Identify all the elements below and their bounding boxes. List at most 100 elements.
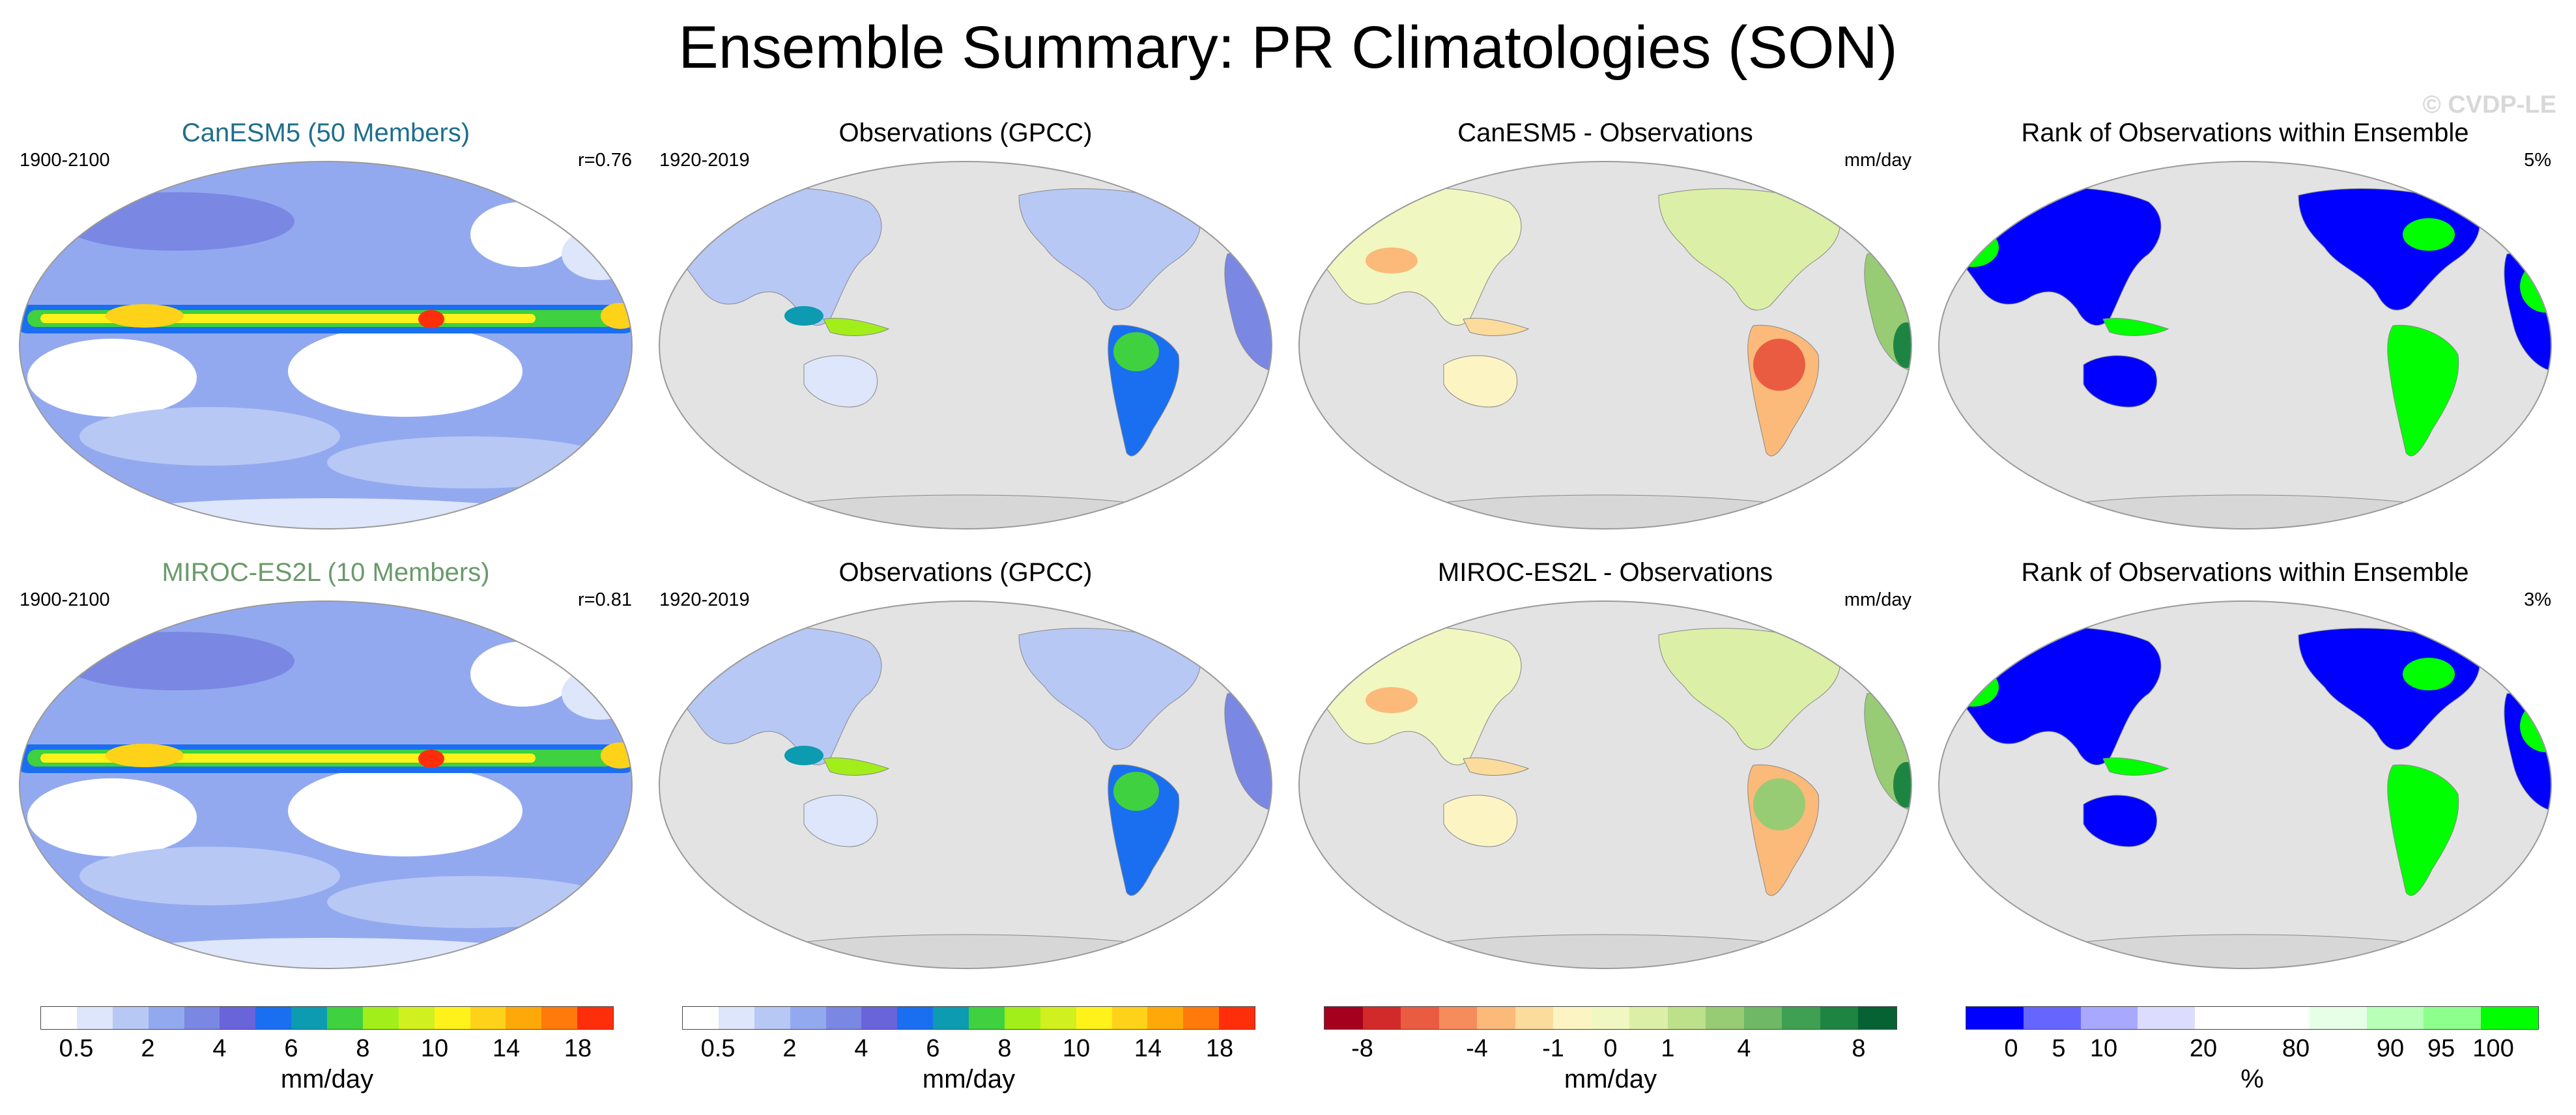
- colorbar-tick: 8: [356, 1035, 370, 1062]
- map-canesm5-difference: [1298, 161, 1912, 529]
- colorbar-tick: 100: [2472, 1035, 2514, 1062]
- colorbar-tick: 90: [2376, 1035, 2405, 1062]
- colorbar-rank: 0 5 10 20 80 90 95 100 %: [1966, 1006, 2539, 1104]
- colorbar-swatch: [2309, 1007, 2367, 1029]
- colorbar-swatch: [1629, 1007, 1668, 1029]
- colorbar-swatch: [933, 1007, 969, 1029]
- colorbar-swatch: [2252, 1007, 2310, 1029]
- colorbar-swatch: [255, 1007, 292, 1029]
- panel-miroc-rank: Rank of Observations within Ensemble 3%: [1926, 557, 2564, 974]
- colorbar-tick: 10: [1062, 1035, 1091, 1062]
- colorbar-swatch: [541, 1007, 578, 1029]
- colorbar-swatch: [1553, 1007, 1592, 1029]
- colorbar-obs-precip: 0.5 2 4 6 8 10 14 18 mm/day: [682, 1006, 1255, 1104]
- colorbar-tick: -4: [1466, 1035, 1488, 1062]
- colorbar-unit: mm/day: [1564, 1065, 1657, 1094]
- colorbar-tick: 10: [420, 1035, 449, 1062]
- map-miroc-climatology: [19, 600, 633, 969]
- panel-title: Rank of Observations within Ensemble: [2021, 119, 2469, 147]
- colorbar-model-precip: 0.5 2 4 6 8 10 14 18 mm/day: [40, 1006, 614, 1104]
- credit-watermark: © CVDP-LE: [2422, 91, 2556, 119]
- panel-units: mm/day: [1844, 589, 1911, 610]
- panel-title: MIROC-ES2L (10 Members): [162, 558, 490, 587]
- colorbar-swatch: [754, 1007, 790, 1029]
- panel-correlation: r=0.76: [577, 150, 632, 171]
- colorbar-tick: 8: [1852, 1035, 1866, 1062]
- colorbar-tick: -1: [1542, 1035, 1564, 1062]
- colorbar-swatch: [1324, 1007, 1363, 1029]
- colorbar-swatch: [1858, 1007, 1896, 1029]
- colorbar-swatches: [1966, 1006, 2539, 1030]
- panel-title: Observations (GPCC): [838, 119, 1093, 147]
- colorbar-tick: 14: [492, 1035, 521, 1062]
- panel-obs-gpcc-1: Observations (GPCC) 1920-2019: [646, 117, 1285, 534]
- colorbar-swatches: [1324, 1006, 1897, 1030]
- colorbar-swatch: [76, 1007, 113, 1029]
- page-title: Ensemble Summary: PR Climatologies (SON): [678, 14, 1898, 81]
- panel-period: 1920-2019: [659, 150, 750, 171]
- colorbar-tick: 0: [2004, 1035, 2018, 1062]
- colorbar-tick: 1: [1661, 1035, 1675, 1062]
- colorbar-tick: 0.5: [700, 1035, 736, 1062]
- panel-period: 1920-2019: [659, 589, 750, 610]
- colorbar-swatch: [220, 1007, 256, 1029]
- panel-rank-percent: 5%: [2524, 150, 2551, 171]
- colorbar-swatch: [897, 1007, 934, 1029]
- colorbar-swatch: [1401, 1007, 1439, 1029]
- colorbar-tick: 14: [1134, 1035, 1162, 1062]
- panel-title: Observations (GPCC): [838, 558, 1093, 587]
- colorbar-swatch: [2080, 1007, 2138, 1029]
- panel-correlation: r=0.81: [577, 589, 632, 610]
- colorbar-swatch: [1820, 1007, 1859, 1029]
- panel-title: CanESM5 - Observations: [1457, 119, 1753, 147]
- colorbar-swatch: [291, 1007, 327, 1029]
- map-miroc-rank: [1938, 600, 2552, 969]
- colorbar-tick: 18: [1205, 1035, 1234, 1062]
- colorbar-tick: 2: [141, 1035, 155, 1062]
- colorbar-tick: 20: [2189, 1035, 2218, 1062]
- colorbar-swatch: [506, 1007, 542, 1029]
- colorbar-tick: 95: [2427, 1035, 2455, 1062]
- colorbar-tick: 18: [564, 1035, 592, 1062]
- colorbar-swatch: [362, 1007, 399, 1029]
- colorbar-swatch: [327, 1007, 363, 1029]
- colorbar-swatch: [1477, 1007, 1515, 1029]
- colorbar-swatch: [434, 1007, 470, 1029]
- colorbar-swatch: [1706, 1007, 1744, 1029]
- map-canesm5-rank: [1938, 161, 2552, 529]
- colorbar-swatch: [1591, 1007, 1630, 1029]
- colorbar-swatch: [1076, 1007, 1112, 1029]
- colorbar-tick: 6: [284, 1035, 298, 1062]
- colorbar-swatch: [2366, 1007, 2424, 1029]
- panel-period: 1900-2100: [20, 589, 110, 610]
- colorbar-swatch: [112, 1007, 149, 1029]
- colorbar-swatch: [1438, 1007, 1478, 1029]
- colorbar-tick: -8: [1351, 1035, 1373, 1062]
- colorbar-tick: 80: [2282, 1035, 2310, 1062]
- colorbar-swatch: [2481, 1007, 2538, 1029]
- colorbar-tick: 4: [854, 1035, 868, 1062]
- colorbar-tick: 5: [2052, 1035, 2066, 1062]
- panel-canesm5-rank: Rank of Observations within Ensemble 5%: [1926, 117, 2564, 534]
- colorbar-swatch: [1362, 1007, 1401, 1029]
- colorbar-swatch: [1743, 1007, 1782, 1029]
- colorbar-swatch: [1040, 1007, 1076, 1029]
- panel-title: Rank of Observations within Ensemble: [2021, 558, 2469, 587]
- colorbar-swatch: [969, 1007, 1005, 1029]
- panel-title: CanESM5 (50 Members): [181, 119, 470, 147]
- colorbar-swatch: [2424, 1007, 2482, 1029]
- panel-obs-gpcc-2: Observations (GPCC) 1920-2019: [646, 557, 1285, 974]
- colorbar-tick: 8: [997, 1035, 1012, 1062]
- colorbar-swatch: [184, 1007, 220, 1029]
- colorbar-swatch: [1515, 1007, 1554, 1029]
- panel-title: MIROC-ES2L - Observations: [1437, 558, 1773, 587]
- map-canesm5-climatology: [19, 161, 633, 529]
- colorbar-swatch: [398, 1007, 435, 1029]
- colorbar-swatch: [825, 1007, 862, 1029]
- colorbar-unit: %: [2240, 1065, 2264, 1094]
- panel-miroc-difference: MIROC-ES2L - Observations mm/day: [1286, 557, 1925, 974]
- colorbar-swatches: [40, 1006, 614, 1030]
- colorbar-unit: mm/day: [922, 1065, 1016, 1094]
- colorbar-tick: 4: [1737, 1035, 1751, 1062]
- colorbar-swatch: [2195, 1007, 2252, 1029]
